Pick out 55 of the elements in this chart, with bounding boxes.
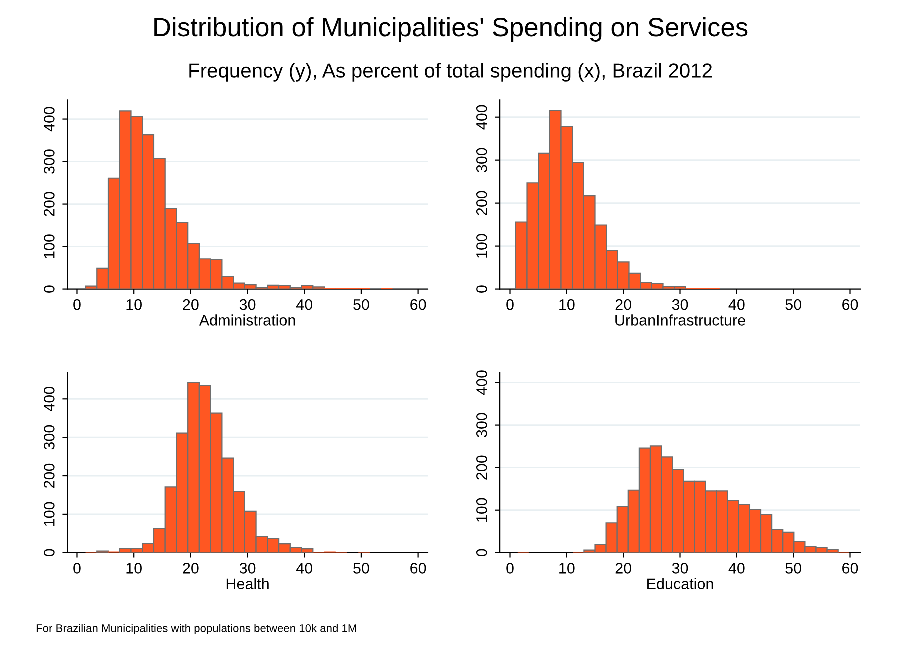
x-tick-label: 30 (672, 563, 688, 574)
y-tick-label: 400 (44, 386, 55, 412)
x-tick-label: 30 (240, 563, 256, 574)
y-tick-label: 100 (476, 234, 488, 258)
x-tick-label: 60 (842, 299, 858, 310)
x-tick-label: 10 (560, 563, 575, 574)
x-tick-label: 20 (616, 563, 632, 574)
x-tick-label: 50 (354, 563, 370, 574)
y-tick-label: 100 (44, 234, 55, 258)
x-tick-label: 10 (560, 299, 575, 310)
x-tick-label: 0 (74, 299, 81, 310)
y-tick-label: 300 (44, 425, 55, 450)
x-tick-label: 50 (786, 299, 802, 310)
y-tick-label: 100 (44, 502, 55, 526)
x-axis-title: Health (226, 578, 269, 590)
y-tick-label: 400 (44, 107, 55, 132)
y-tick-label: 400 (476, 370, 488, 396)
chart-subtitle: Frequency (y), As percent of total spending (x), Brazil 2012 (190, 63, 712, 82)
y-tick-label: 300 (476, 148, 488, 173)
x-tick-label: 30 (240, 299, 256, 310)
y-tick-label: 0 (476, 549, 488, 557)
x-tick-label: 50 (786, 563, 802, 574)
y-tick-label: 0 (44, 286, 55, 293)
x-tick-label: 40 (728, 299, 745, 310)
y-tick-label: 0 (476, 286, 488, 293)
y-tick-label: 200 (44, 464, 55, 488)
x-tick-label: 0 (506, 299, 514, 310)
x-axis-title: Education (648, 578, 714, 590)
x-tick-label: 60 (410, 299, 426, 310)
x-tick-label: 0 (506, 563, 514, 574)
chart-title: Distribution of Municipalities' Spending on Services (154, 17, 748, 42)
x-tick-label: 40 (728, 563, 745, 574)
y-tick-label: 200 (476, 456, 488, 480)
x-tick-label: 10 (126, 299, 142, 310)
x-tick-label: 20 (183, 299, 199, 310)
x-tick-label: 60 (842, 563, 858, 574)
x-tick-label: 20 (183, 563, 199, 574)
x-tick-label: 40 (296, 563, 313, 574)
text: For Brazilian Municipalities with populations between 10k and 1M (36, 624, 356, 635)
x-tick-label: 60 (410, 563, 426, 574)
x-axis-title: Administration (199, 314, 296, 326)
x-tick-label: 10 (126, 563, 142, 574)
x-tick-label: 20 (616, 299, 632, 310)
x-tick-label: 30 (672, 299, 688, 310)
x-tick-label: 0 (74, 563, 81, 574)
x-tick-label: 40 (296, 299, 313, 310)
x-axis-title: UrbanInfrastructure (616, 314, 746, 326)
y-tick-label: 200 (44, 192, 55, 216)
y-tick-label: 0 (44, 549, 55, 557)
y-tick-label: 400 (476, 105, 488, 130)
y-tick-label: 100 (476, 498, 488, 522)
x-tick-label: 50 (354, 299, 370, 310)
y-tick-label: 300 (44, 150, 55, 174)
y-tick-label: 300 (476, 413, 488, 438)
y-tick-label: 200 (476, 191, 488, 216)
